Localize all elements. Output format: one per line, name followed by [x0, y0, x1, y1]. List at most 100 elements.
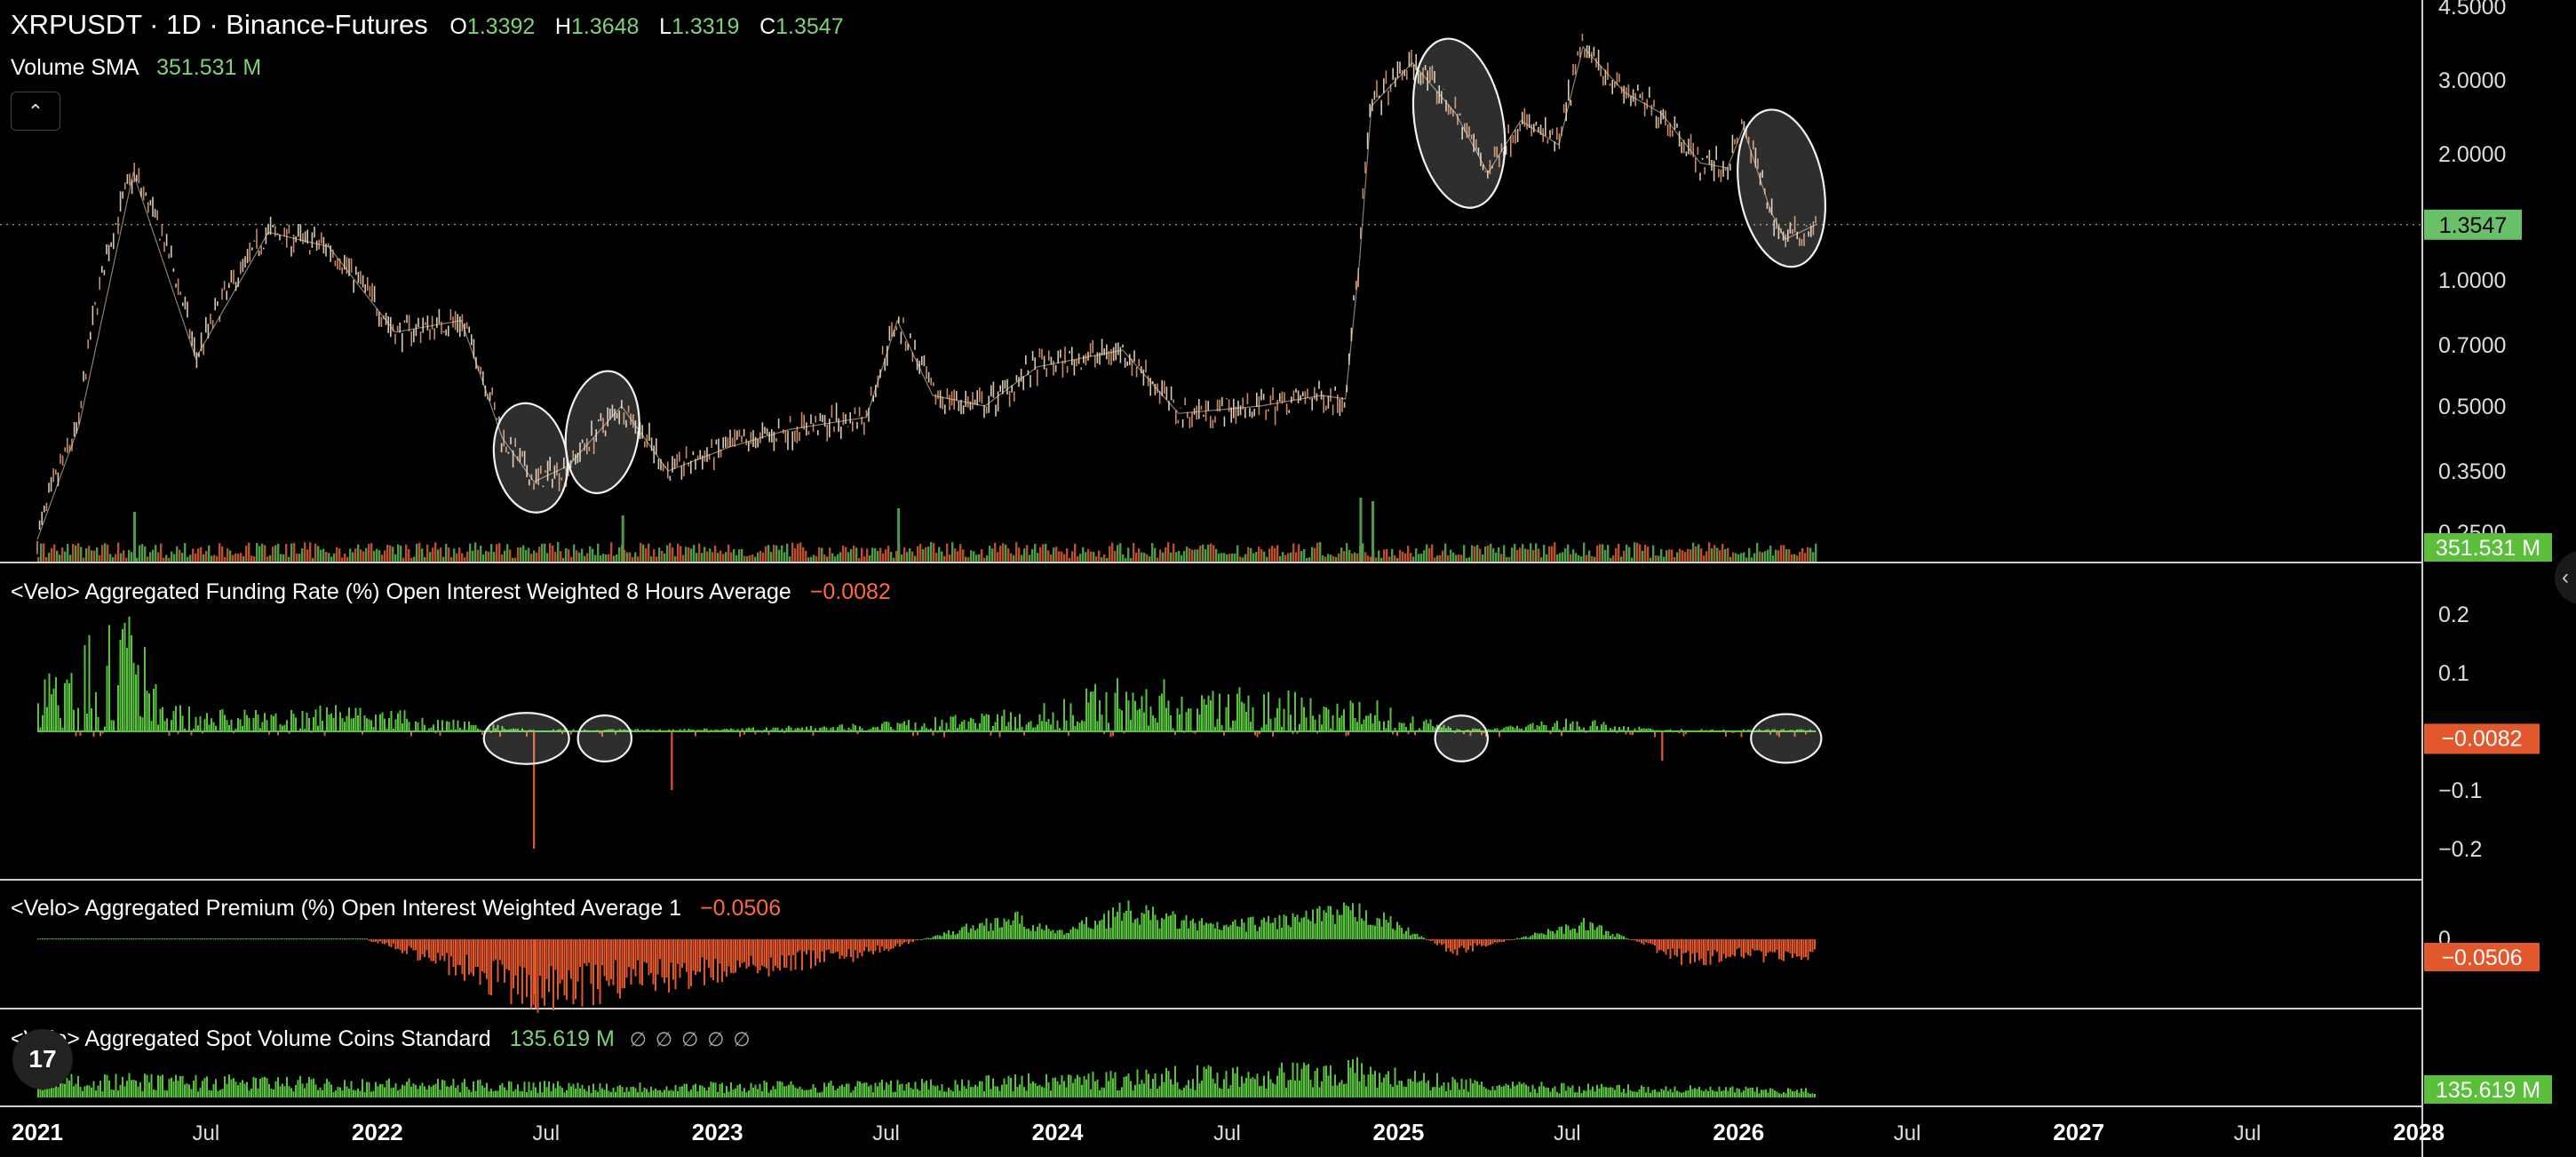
premium-bar	[819, 939, 821, 963]
premium-bar	[1330, 906, 1332, 939]
premium-bar	[1374, 925, 1376, 939]
premium-bar	[455, 939, 457, 976]
spot-volume-bar	[1585, 1090, 1587, 1097]
spot-volume-bar	[1183, 1087, 1185, 1097]
premium-bar	[337, 938, 339, 940]
premium-bar	[1318, 906, 1321, 939]
premium-bar	[1021, 915, 1023, 939]
volume-bar	[1252, 553, 1255, 562]
funding-bar	[452, 719, 455, 731]
spot-volume-bar	[621, 1087, 624, 1097]
spot-volume-bar	[652, 1090, 655, 1097]
volume-bar	[245, 546, 248, 562]
spot-volume-bar	[101, 1091, 104, 1097]
spot-volume-bar	[314, 1084, 317, 1097]
premium-bar	[1694, 939, 1696, 962]
premium-bar	[292, 938, 295, 940]
volume-bar	[216, 555, 219, 562]
funding-bar	[741, 728, 743, 731]
volume-bar	[1780, 545, 1783, 562]
spot-volume-bar	[212, 1083, 215, 1097]
premium-bar	[1054, 933, 1056, 939]
spot-volume-bar	[1691, 1089, 1694, 1097]
premium-bar	[879, 939, 881, 953]
premium-bar	[60, 938, 61, 940]
time-axis-tick: 2022	[352, 1119, 403, 1145]
premium-bar	[66, 938, 68, 940]
funding-bar	[1149, 706, 1152, 731]
spot-volume-bar	[252, 1076, 255, 1097]
volume-bar	[1178, 550, 1181, 562]
volume-bar	[1306, 557, 1308, 562]
premium-bar	[1454, 939, 1456, 950]
volume-bar	[69, 555, 72, 562]
spot-volume-bar	[559, 1086, 561, 1097]
spot-volume-bar	[1245, 1077, 1247, 1097]
premium-bar	[1500, 939, 1503, 943]
volume-bar	[1290, 552, 1292, 562]
spot-volume-bar	[1263, 1075, 1265, 1097]
spot-volume-bar	[1118, 1090, 1121, 1097]
funding-bar	[372, 727, 375, 731]
premium-bar	[1385, 920, 1387, 939]
funding-bar	[624, 729, 625, 731]
spot-volume-bar	[1236, 1066, 1238, 1097]
funding-bar	[61, 727, 64, 731]
spot-volume-bar	[958, 1090, 961, 1097]
volume-bar	[1079, 554, 1082, 562]
premium-bar	[719, 939, 721, 964]
spot-volume-bar	[230, 1079, 233, 1097]
premium-bar	[402, 939, 403, 954]
funding-bar	[224, 714, 226, 731]
volume-bar	[725, 552, 727, 562]
collapse-legend-button[interactable]: ⌃	[11, 92, 60, 131]
volume-bar	[1436, 555, 1439, 562]
funding-bar	[137, 665, 139, 731]
premium-bar	[99, 938, 101, 940]
spot-volume-bar	[1243, 1082, 1245, 1097]
spot-volume-bar	[1476, 1081, 1478, 1097]
spot-volume-bar	[295, 1085, 297, 1097]
spot-volume-bar	[664, 1089, 665, 1097]
funding-bar	[415, 721, 417, 731]
premium-bar	[1752, 939, 1753, 949]
volume-bar	[101, 545, 104, 562]
funding-bar	[1407, 731, 1410, 735]
spot-legend: <Velo> Aggregated Spot Volume Coins Stan…	[11, 1026, 759, 1052]
spot-volume-bar	[1194, 1089, 1197, 1097]
spot-volume-bar	[402, 1084, 403, 1097]
spot-volume-bar	[1232, 1067, 1234, 1097]
funding-bar	[1059, 728, 1061, 731]
premium-bar	[803, 939, 806, 952]
premium-bar	[497, 939, 499, 983]
funding-bar	[807, 729, 810, 731]
volume-bar	[714, 545, 717, 562]
premium-bar	[894, 939, 896, 946]
spot-volume-bar	[1046, 1073, 1047, 1097]
funding-bar	[261, 722, 264, 731]
spot-volume-bar	[1738, 1089, 1740, 1097]
premium-bar	[1605, 930, 1607, 939]
spot-volume-bar	[1299, 1081, 1300, 1097]
volume-bar	[141, 544, 144, 562]
premium-bar	[708, 939, 710, 969]
spot-volume-bar	[1367, 1074, 1370, 1097]
premium-bar	[304, 938, 306, 940]
premium-bar	[1394, 930, 1396, 939]
funding-bar	[599, 731, 601, 734]
spot-volume-bar	[1611, 1088, 1614, 1097]
indicator-tags: ∅∅∅∅∅	[629, 1028, 759, 1050]
spot-volume-bar	[1747, 1088, 1749, 1097]
tradingview-logo[interactable]: 17	[12, 1029, 73, 1089]
premium-bar	[510, 939, 513, 1005]
funding-bar	[505, 729, 508, 731]
volume-bar	[314, 543, 317, 562]
funding-bar	[1423, 721, 1425, 731]
premium-bar	[417, 939, 419, 962]
volume-bar	[1071, 551, 1074, 562]
funding-bar	[877, 726, 879, 731]
premium-bar	[610, 939, 612, 979]
volume-bar	[1330, 555, 1332, 562]
premium-bar	[1214, 928, 1216, 939]
